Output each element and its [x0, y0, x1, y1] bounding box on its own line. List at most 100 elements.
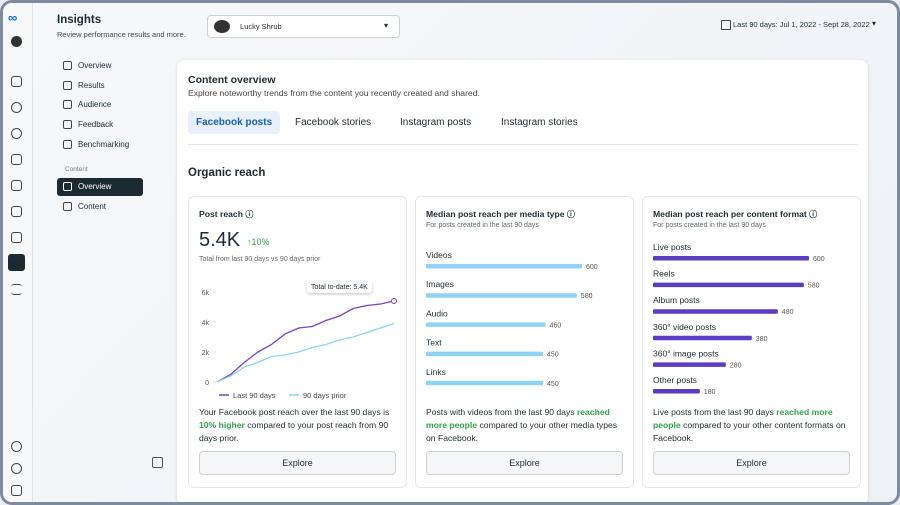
bell-icon[interactable] — [11, 102, 22, 113]
title-text: Post reach — [199, 209, 243, 219]
feedback-icon[interactable] — [11, 485, 22, 496]
description: Live posts from the last 90 days reached… — [653, 406, 850, 445]
nav-item[interactable]: Audience — [78, 100, 112, 109]
bar — [426, 322, 546, 327]
nav-item[interactable]: Overview — [78, 61, 112, 70]
nav-icon — [63, 81, 72, 90]
explore-button[interactable]: Explore — [653, 451, 850, 475]
nav-item[interactable]: Overview — [78, 182, 112, 191]
title-text: Median post reach per media type — [426, 209, 565, 219]
bar — [653, 362, 726, 367]
content-format-card: Median post reach per content format ⓘ F… — [642, 196, 861, 488]
table-icon[interactable] — [11, 206, 22, 217]
desc-highlight: reached more people — [426, 407, 610, 430]
bar-value: 380 — [756, 336, 768, 343]
line-series — [216, 300, 395, 383]
avatar[interactable] — [11, 36, 22, 47]
nav-icon — [63, 182, 72, 191]
nav-item[interactable]: Results — [78, 81, 105, 90]
bar-category: 360° video posts — [653, 322, 716, 332]
menu-icon[interactable] — [11, 284, 22, 295]
ads-icon[interactable] — [11, 232, 22, 243]
page-title: Insights — [57, 14, 102, 26]
explore-button[interactable]: Explore — [426, 451, 623, 475]
desc-text: compared to your other content formats o… — [653, 420, 846, 443]
desc-text: Live posts from the last 90 days — [653, 407, 777, 417]
cart-icon[interactable] — [11, 180, 22, 191]
bar-chart: Videos 600 Images 580 Audio 460 Text 450 Links 45… — [426, 250, 598, 388]
nav-item[interactable]: Benchmarking — [78, 140, 130, 149]
nav-section: Content — [65, 166, 88, 173]
bar — [426, 351, 543, 357]
icon-rail: ∞ — [3, 3, 33, 502]
chat-icon[interactable] — [11, 128, 22, 139]
overview-title: Content overview — [188, 74, 276, 86]
card-title: Median post reach per media type ⓘ — [426, 209, 575, 220]
content-overview-card: Content overview Explore noteworthy tren… — [177, 60, 868, 502]
y-tick-label: 6k — [202, 290, 210, 297]
card-title: Post reach ⓘ — [199, 209, 253, 220]
help-icon[interactable] — [11, 463, 22, 474]
bar-value: 450 — [547, 352, 559, 359]
card-subtitle: For posts created in the last 90 days — [653, 222, 766, 229]
bar — [653, 309, 778, 314]
tab[interactable]: Facebook posts — [188, 111, 281, 134]
bar-value: 600 — [813, 256, 825, 263]
reach-caption: Total from last 90 days vs 90 days prior — [199, 256, 321, 263]
description: Posts with videos from the last 90 days … — [426, 406, 623, 445]
info-icon[interactable]: ⓘ — [566, 210, 575, 219]
legend-label: Last 90 days — [233, 391, 276, 400]
calendar-icon[interactable] — [721, 20, 731, 30]
nav-icon — [63, 61, 72, 70]
desc-highlight: reached more people — [653, 407, 833, 430]
collapse-icon[interactable] — [152, 457, 163, 468]
tab[interactable]: Facebook stories — [295, 117, 372, 128]
date-caret[interactable]: ▾ — [872, 19, 877, 28]
bar-category: Reels — [653, 269, 675, 279]
card-subtitle: For posts created in the last 90 days — [426, 222, 539, 229]
reach-change: ↑10% — [247, 237, 270, 247]
bar-category: Images — [426, 279, 454, 289]
settings-icon[interactable] — [11, 441, 22, 452]
bar-value: 180 — [704, 389, 716, 396]
explore-button[interactable]: Explore — [199, 451, 396, 475]
bar — [653, 282, 804, 288]
bar-category: Album posts — [653, 295, 700, 305]
nav-icon — [63, 202, 72, 211]
bar-value: 600 — [586, 264, 598, 271]
bar — [426, 264, 582, 269]
dropdown-caret: ▾ — [384, 21, 389, 30]
tab[interactable]: Instagram stories — [501, 117, 578, 128]
nav-item[interactable]: Content — [78, 202, 107, 211]
account-avatar — [214, 20, 230, 33]
bar-value: 580 — [808, 283, 820, 290]
info-icon[interactable]: ⓘ — [245, 210, 254, 219]
y-tick-label: 0 — [205, 380, 209, 387]
meta-logo: ∞ — [8, 10, 18, 25]
account-select[interactable]: Lucky Shrub ▾ — [207, 15, 400, 38]
bar-category: Videos — [426, 250, 452, 260]
pages-icon[interactable] — [11, 154, 22, 165]
date-range[interactable]: Last 90 days: Jul 1, 2022 - Sept 28, 202… — [733, 20, 870, 29]
section-title: Organic reach — [188, 167, 266, 179]
bar — [653, 335, 752, 341]
account-name: Lucky Shrub — [240, 22, 282, 31]
bar — [426, 293, 577, 298]
home-icon[interactable] — [11, 76, 22, 87]
reach-value: 5.4K — [199, 229, 241, 251]
page-subtitle: Review performance results and more. — [57, 30, 186, 39]
bar — [653, 256, 809, 261]
bar-category: Live posts — [653, 242, 691, 252]
tooltip: Total to-date: 5.4K — [307, 282, 372, 293]
bar-value: 480 — [782, 309, 794, 316]
desc-text: compared to your other media types on Fa… — [426, 420, 618, 443]
bar-value: 460 — [550, 322, 562, 329]
y-tick-label: 4k — [202, 320, 210, 327]
nav-item[interactable]: Feedback — [78, 120, 114, 129]
y-tick-label: 2k — [202, 350, 210, 357]
tab[interactable]: Instagram posts — [400, 117, 472, 128]
bar-value: 580 — [581, 293, 593, 300]
info-icon[interactable]: ⓘ — [809, 210, 818, 219]
insights-icon[interactable] — [8, 254, 25, 271]
